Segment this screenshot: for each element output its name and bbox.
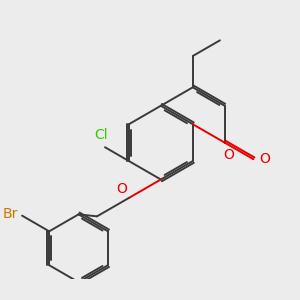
Text: Br: Br — [2, 207, 18, 221]
Text: O: O — [223, 148, 234, 162]
Text: Cl: Cl — [94, 128, 108, 142]
Text: O: O — [116, 182, 127, 196]
Text: O: O — [259, 152, 270, 166]
